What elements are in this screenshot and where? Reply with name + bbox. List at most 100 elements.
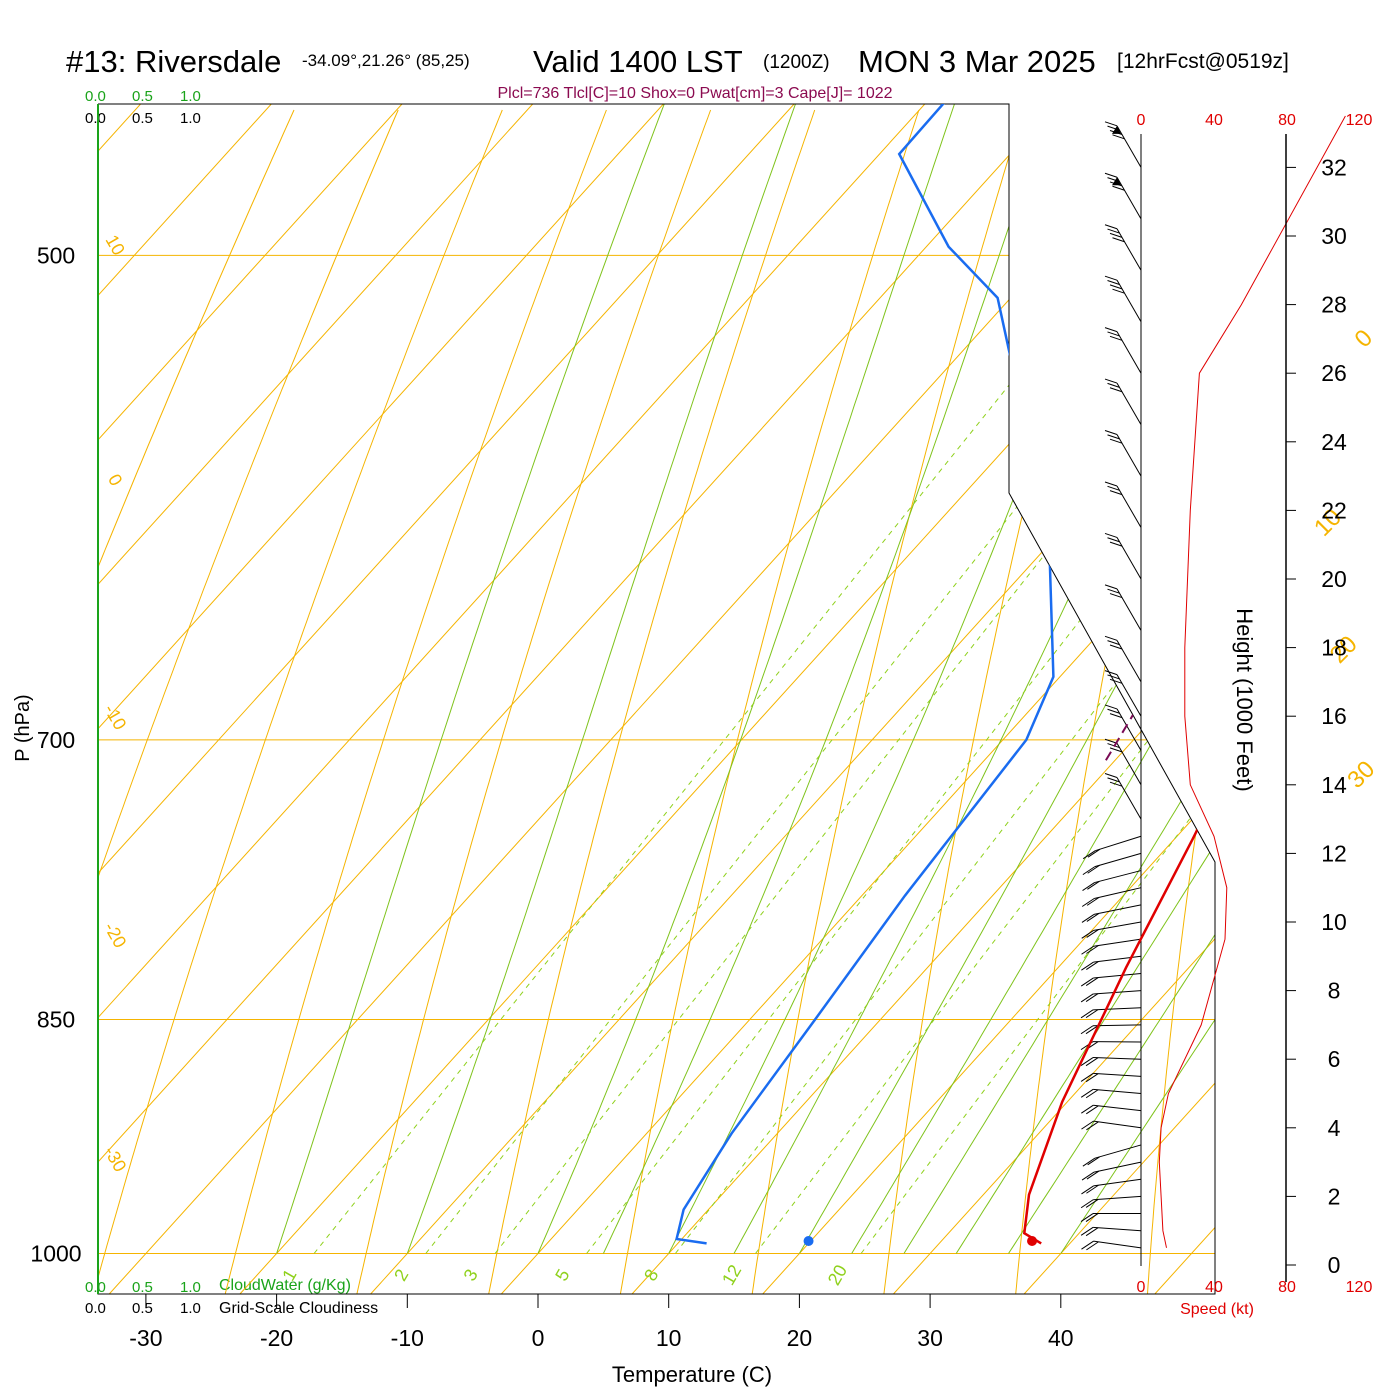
mixing-ratio-labels: 1 2 3 5 8 12 20 xyxy=(278,1261,851,1288)
wind-barb-feather xyxy=(1107,640,1120,646)
height-tick-label: 6 xyxy=(1328,1046,1341,1072)
wind-barb-feather xyxy=(1087,1156,1100,1166)
wind-barb-feather xyxy=(1104,430,1118,436)
height-tick-label: 4 xyxy=(1328,1115,1341,1141)
wind-barb xyxy=(1080,1226,1142,1237)
wind-barb-feather xyxy=(1107,674,1120,680)
cloud-scale-top: 0.0 0.5 1.0 0.0 0.5 1.0 xyxy=(85,88,201,127)
height-tick-label: 22 xyxy=(1321,497,1347,523)
wind-barb xyxy=(1104,275,1142,323)
wind-barb xyxy=(1081,955,1142,971)
wind-barb-staff xyxy=(1116,382,1142,425)
isotherm-line xyxy=(98,104,272,1294)
wind-barb-feather xyxy=(1085,1227,1099,1237)
wind-barb-staff xyxy=(1093,938,1142,947)
speed-top-1: 40 xyxy=(1205,112,1223,129)
temperature-tick-label: 40 xyxy=(1048,1325,1074,1351)
wind-barb-staff xyxy=(1093,972,1142,979)
wind-barb xyxy=(1104,532,1142,580)
wind-barb-feather xyxy=(1107,537,1120,543)
wind-barb-staff xyxy=(1093,1088,1142,1094)
isotherm-line xyxy=(1286,104,1400,1294)
isotherm-label: -10 xyxy=(100,701,130,734)
temperature-trace xyxy=(1022,104,1215,1245)
wind-barb xyxy=(1080,1072,1142,1083)
wind-barb-feather xyxy=(1086,1241,1099,1251)
height-tick-label: 18 xyxy=(1321,635,1347,661)
isotherm-label: 0 xyxy=(1350,324,1379,353)
speed-top-2: 80 xyxy=(1278,112,1296,129)
wind-barb-feather xyxy=(1109,232,1123,238)
wind-barb-feather xyxy=(1107,280,1120,285)
wind-barb-staff xyxy=(1116,588,1142,631)
wind-barb-feather xyxy=(1080,1025,1094,1035)
wind-barb-feather xyxy=(1081,898,1095,907)
forecast-run: [12hrFcst@0519z] xyxy=(1117,50,1289,73)
mixing-ratio-label: 12 xyxy=(718,1261,745,1288)
moist-adiabat-line xyxy=(1008,104,1215,1254)
wind-barb xyxy=(1081,1240,1142,1251)
wind-barb-feather xyxy=(1085,1025,1099,1035)
cloud-top-green-1: 0.5 xyxy=(132,88,153,105)
wind-barb-feather xyxy=(1085,1198,1099,1208)
surface-temperature-dot xyxy=(1027,1236,1038,1246)
wind-barb-staff xyxy=(1116,228,1142,271)
wind-barb-feather xyxy=(1086,913,1100,922)
wind-barb-feather xyxy=(1109,747,1123,753)
isotherm-line xyxy=(108,104,1187,1294)
wind-barb-feather xyxy=(1081,945,1094,955)
mixing-ratio-line xyxy=(860,104,1215,1254)
wind-barb xyxy=(1104,584,1142,631)
wind-barb-feather xyxy=(1080,1226,1094,1236)
background-lines xyxy=(98,104,1400,1294)
height-tick-label: 2 xyxy=(1328,1183,1341,1209)
wind-barb-feather xyxy=(1107,708,1120,714)
wind-barb-feather xyxy=(1080,1088,1094,1098)
wind-barb-staff xyxy=(1093,1195,1142,1201)
mixing-ratio-line xyxy=(675,104,1215,1254)
isotherm-label: 10 xyxy=(102,231,129,258)
speed-bottom-3: 120 xyxy=(1346,1279,1373,1296)
temperature-tick-label: 10 xyxy=(656,1325,682,1351)
wind-barb-feather xyxy=(1104,704,1118,710)
station-coords: -34.09°,21.26° (85,25) xyxy=(302,51,470,70)
height-tick-label: 10 xyxy=(1321,909,1347,935)
wind-barb-feather xyxy=(1080,1009,1094,1019)
mixing-ratio-label: 20 xyxy=(824,1261,851,1288)
wind-barb-feather xyxy=(1086,1121,1099,1131)
wind-barb xyxy=(1104,738,1142,786)
isotherm-line xyxy=(239,104,1215,1294)
isotherm-line xyxy=(98,104,795,1294)
wind-barb-feather xyxy=(1085,1057,1099,1067)
wind-speed-line xyxy=(1158,115,1346,1248)
wind-barb-staff xyxy=(1116,537,1142,580)
wind-barb-feather xyxy=(1112,185,1125,191)
mixing-ratio-label: 5 xyxy=(551,1266,573,1285)
wind-barb xyxy=(1104,378,1142,425)
cloud-bottom-green-1: 0.5 xyxy=(132,1279,153,1296)
isotherm-line xyxy=(762,104,1215,1294)
isotherm-line xyxy=(893,104,1215,1294)
moist-adiabat-line xyxy=(537,104,1215,1254)
wind-barb xyxy=(1104,224,1142,271)
wind-barb-feather xyxy=(1107,485,1120,491)
moist-adiabat-line xyxy=(733,104,1215,1254)
isotherm-line xyxy=(1023,104,1215,1294)
wind-barb-staff xyxy=(1116,485,1142,528)
wind-barb-staff xyxy=(1116,742,1142,786)
wind-barb-pennant xyxy=(1112,177,1121,186)
dry-adiabat-line xyxy=(1015,109,1215,1294)
wind-barb-feather xyxy=(1086,896,1100,906)
temperature-tick-label: 30 xyxy=(917,1325,943,1351)
wind-barb-staff xyxy=(1095,835,1142,852)
isotherm-line xyxy=(98,104,664,1294)
temperature-axis: -30 -20 -10 0 10 20 30 40 xyxy=(129,1294,1074,1351)
wind-barb-feather xyxy=(1081,1120,1094,1130)
wind-barb-feather xyxy=(1109,781,1123,787)
wind-barb xyxy=(1104,430,1142,477)
wind-barb-staff xyxy=(1093,955,1142,963)
wind-barb-feather xyxy=(1107,743,1120,749)
isotherm-line xyxy=(1154,104,1215,1294)
dry-adiabat-line xyxy=(98,109,399,1294)
